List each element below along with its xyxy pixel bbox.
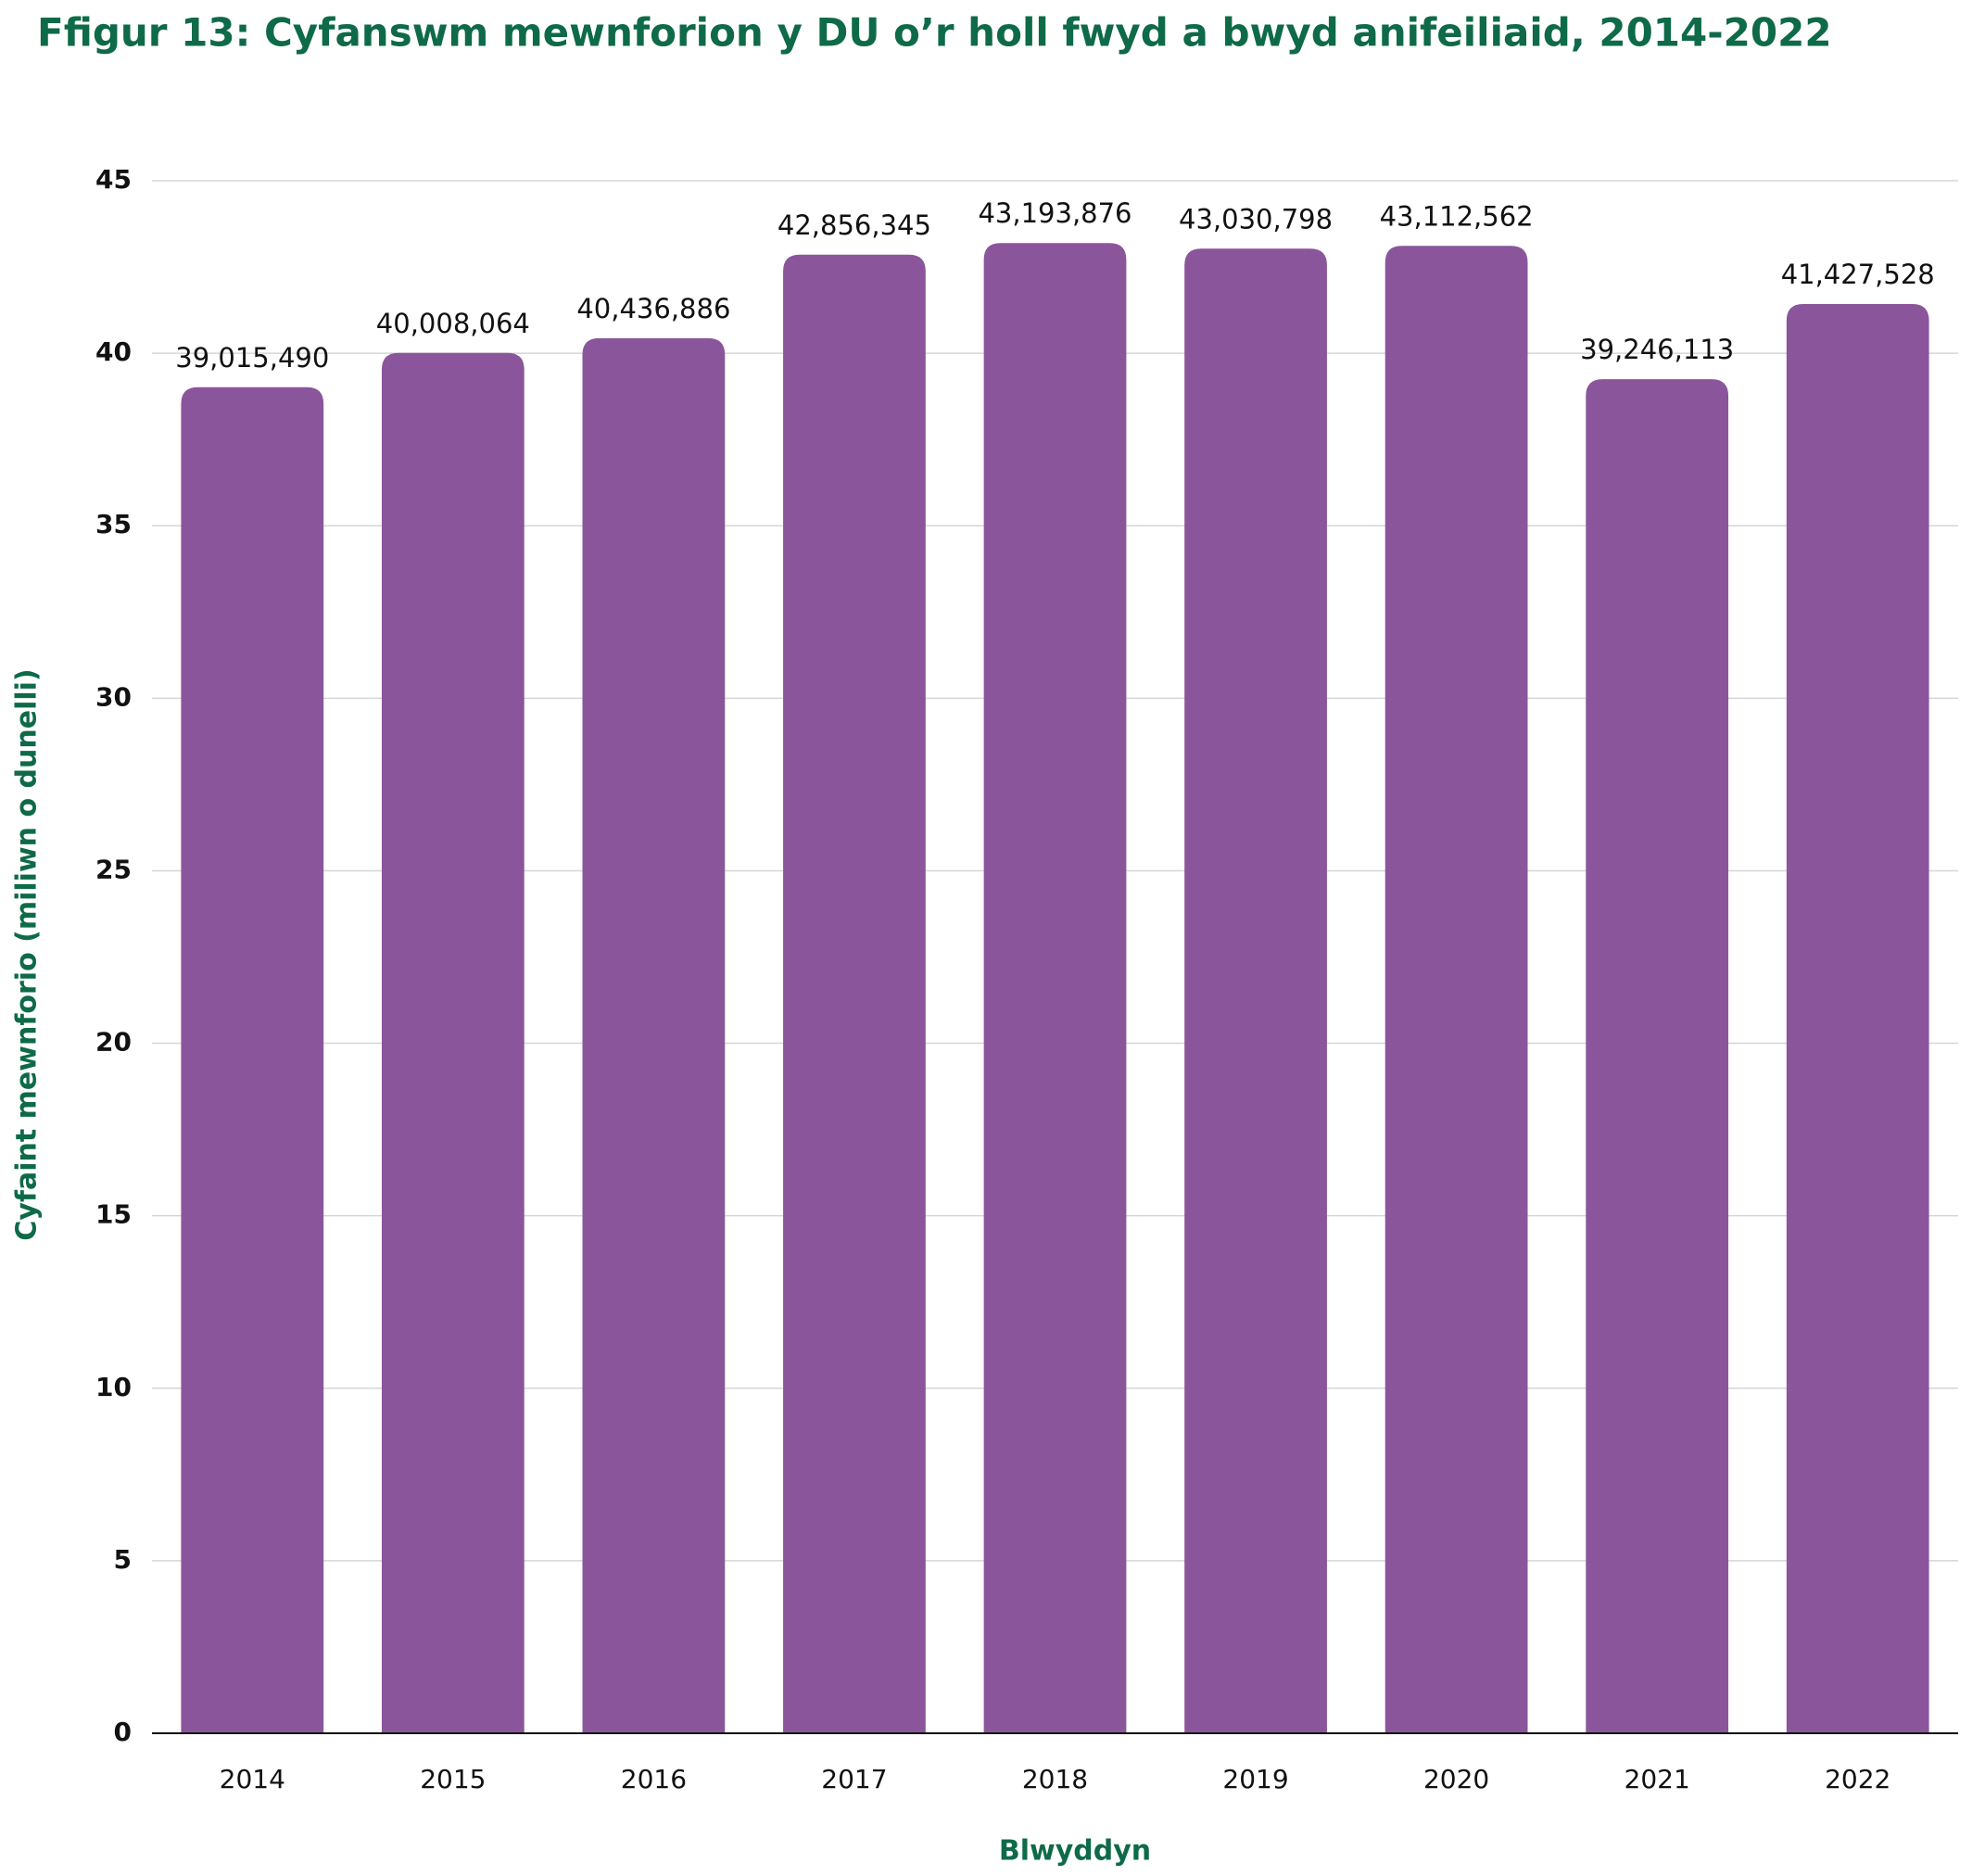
data-label: 43,193,876 [978,197,1132,229]
bar [983,243,1127,1734]
bar [783,254,926,1733]
data-label: 43,030,798 [1179,203,1333,234]
x-tick-label: 2014 [220,1764,285,1794]
x-tick-label: 2020 [1423,1764,1489,1794]
x-tick-label: 2017 [821,1764,887,1794]
y-tick-label: 5 [114,1544,132,1575]
bar [1384,246,1528,1733]
data-label: 40,436,886 [576,293,730,324]
x-tick-label: 2015 [420,1764,486,1794]
bar [181,387,324,1733]
data-label: 39,246,113 [1580,334,1734,365]
y-tick-label: 0 [114,1717,132,1747]
y-axis-title: Cyfaint mewnforio (miliwn o dunelli) [11,668,44,1240]
bar [1184,248,1327,1733]
bar [1586,379,1729,1733]
chart-title: Ffigur 13: Cyfanswm mewnforion y DU o’r … [37,10,1832,56]
bar [1786,303,1929,1733]
x-tick-label: 2021 [1625,1764,1690,1794]
x-tick-label: 2022 [1825,1764,1890,1794]
y-tick-label: 20 [95,1027,132,1058]
data-label: 42,856,345 [778,209,931,241]
bar [381,352,525,1734]
x-tick-label: 2016 [621,1764,687,1794]
x-tick-label: 2019 [1222,1764,1288,1794]
y-tick-label: 45 [95,164,132,195]
data-label: 41,427,528 [1781,259,1935,290]
x-tick-label: 2018 [1022,1764,1088,1794]
y-tick-label: 30 [95,681,132,712]
y-tick-label: 25 [95,854,132,884]
bar [582,337,726,1733]
data-label: 39,015,490 [175,342,329,374]
y-tick-label: 10 [95,1372,132,1402]
x-axis-title: Blwyddyn [999,1835,1151,1868]
data-label: 43,112,562 [1380,200,1534,232]
data-label: 40,008,064 [376,308,530,339]
y-tick-label: 15 [95,1199,132,1230]
y-tick-label: 35 [95,509,132,539]
y-tick-label: 40 [95,336,132,367]
